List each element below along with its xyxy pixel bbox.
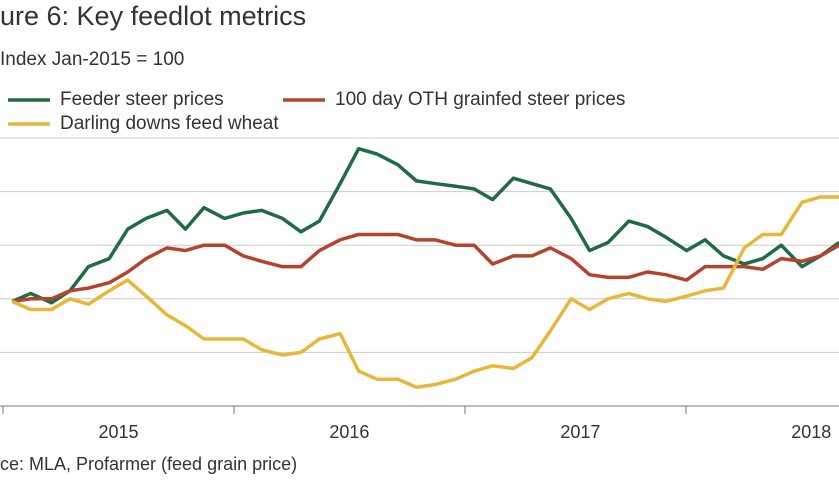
x-tick-label: 2018 — [791, 422, 831, 442]
chart-subtitle: Index Jan-2015 = 100 — [0, 49, 184, 70]
x-tick-label: 2015 — [98, 422, 138, 442]
legend-label: Darling downs feed wheat — [60, 113, 279, 134]
series-line — [11, 195, 839, 389]
chart-title: ure 6: Key feedlot metrics — [0, 1, 306, 31]
source-note: ce: MLA, Profarmer (feed grain price) — [0, 454, 297, 474]
x-tick-label: 2016 — [329, 422, 369, 442]
legend-label: 100 day OTH grainfed steer prices — [335, 89, 625, 110]
series-line — [11, 232, 839, 304]
legend-label: Feeder steer prices — [60, 89, 224, 110]
boundary-ticks — [2, 406, 687, 414]
series-line — [11, 146, 839, 305]
x-tick-label: 2017 — [560, 422, 600, 442]
